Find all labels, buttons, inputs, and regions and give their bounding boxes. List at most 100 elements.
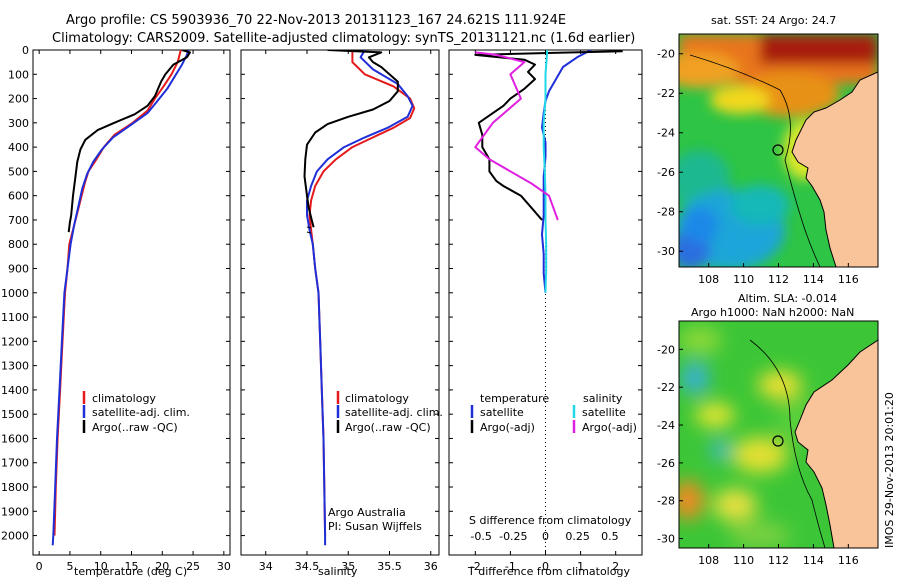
- x-tick-label: 2: [612, 560, 619, 573]
- top-x-tick-label: 0.5: [601, 530, 619, 543]
- x-tick-label: 30: [217, 560, 231, 573]
- depth-axis: 0 100 200 300 400 500 600 700 800 900 1000 1100 1200…: [1, 44, 642, 543]
- temperature-profiles: [51, 50, 191, 546]
- map-lat-label: -30: [657, 245, 675, 258]
- legend-salinity-header: salinity: [583, 392, 623, 405]
- legend-climatology: climatology: [92, 392, 156, 405]
- depth-tick-label: 800: [8, 238, 29, 251]
- depth-tick-label: 1300: [1, 360, 29, 373]
- x-tick-label: 1: [577, 560, 584, 573]
- map-lat-label: -28: [657, 206, 675, 219]
- map-lat-label: -22: [657, 381, 675, 394]
- map-lat-label: -24: [657, 127, 675, 140]
- series-line: [51, 50, 190, 546]
- map-lat-label: -30: [657, 533, 675, 546]
- map-lon-label: 110: [733, 554, 754, 567]
- temperature-legend: climatology satellite-adj. clim. Argo(..…: [82, 391, 190, 434]
- series-line: [67, 50, 191, 233]
- difference-top-label: S difference from climatology: [469, 514, 632, 527]
- legend-argo: Argo(..raw -QC): [92, 421, 178, 434]
- x-tick-label: 25: [186, 560, 200, 573]
- map-lat-label: -22: [657, 87, 675, 100]
- figure-title-line2: Climatology: CARS2009. Satellite-adjuste…: [52, 31, 635, 46]
- map-lon-label: 108: [698, 554, 719, 567]
- depth-tick-label: 1800: [1, 481, 29, 494]
- map-lon-label: 108: [698, 273, 719, 286]
- depth-tick-label: 0: [22, 44, 29, 57]
- map-lon-label: 116: [838, 273, 859, 286]
- salinity-x-label: salinity: [318, 565, 358, 578]
- series-line: [474, 50, 623, 221]
- sst-field: [679, 34, 878, 267]
- x-tick-label: -2: [470, 560, 481, 573]
- depth-tick-label: 600: [8, 190, 29, 203]
- map-lon-label: 110: [733, 273, 754, 286]
- depth-tick-label: 100: [8, 68, 29, 81]
- sst-map: [679, 34, 878, 267]
- x-tick-label: 35: [341, 560, 355, 573]
- legend-temp-satellite: satellite: [480, 406, 524, 419]
- credit-line1: Argo Australia: [328, 506, 406, 519]
- x-tick-label: 34: [259, 560, 273, 573]
- legend-satellite: satellite-adj. clim.: [345, 406, 443, 419]
- top-x-tick-label: -0.5: [470, 530, 491, 543]
- difference-x-axis: -2 -1 0 1 2 -0.5 -0.25 0 0.25 0.5: [470, 50, 619, 573]
- legend-temperature-header: temperature: [480, 392, 549, 405]
- temperature-x-label: temperature (deg C): [74, 565, 187, 578]
- depth-tick-label: 200: [8, 93, 29, 106]
- depth-tick-label: 1900: [1, 505, 29, 518]
- map-lon-label: 112: [768, 273, 789, 286]
- depth-tick-label: 1100: [1, 311, 29, 324]
- map-lat-label: -26: [657, 457, 675, 470]
- sla-map-axes: 108 110 112 114 116 -20 -22 -24 -26 -28 -30: [657, 343, 859, 567]
- map-lon-label: 116: [838, 554, 859, 567]
- depth-tick-label: 1500: [1, 408, 29, 421]
- x-tick-label: 35.5: [377, 560, 402, 573]
- map-lon-label: 114: [803, 273, 824, 286]
- argo-salinity-mark: [306, 231, 312, 234]
- credit-line2: PI: Susan Wijffels: [328, 520, 422, 533]
- top-x-tick-label: 0.25: [565, 530, 590, 543]
- x-tick-label: 0: [36, 560, 43, 573]
- x-tick-label: 20: [155, 560, 169, 573]
- depth-tick-label: 1700: [1, 457, 29, 470]
- land-mass: [794, 339, 878, 548]
- salinity-panel: [240, 49, 440, 556]
- legend-climatology: climatology: [345, 392, 409, 405]
- x-tick-label: -1: [505, 560, 516, 573]
- map-lat-label: -26: [657, 166, 675, 179]
- x-tick-label: 36: [424, 560, 438, 573]
- top-x-tick-label: 0: [542, 530, 549, 543]
- salinity-x-axis: 34 34.5 35 35.5 36: [259, 50, 438, 573]
- legend-sal-argo: Argo(-adj): [582, 421, 637, 434]
- x-tick-label: 15: [125, 560, 139, 573]
- depth-tick-label: 400: [8, 141, 29, 154]
- top-x-tick-label: -0.25: [499, 530, 527, 543]
- difference-legend: temperature salinity satellite Argo(-adj…: [470, 392, 637, 434]
- map-lat-label: -20: [657, 343, 675, 356]
- temperature-panel: [32, 49, 231, 556]
- depth-tick-label: 700: [8, 214, 29, 227]
- depth-tick-label: 1200: [1, 335, 29, 348]
- x-tick-label: 0: [542, 560, 549, 573]
- difference-profiles: [474, 50, 623, 293]
- series-line: [474, 51, 559, 221]
- figure-title-line1: Argo profile: CS 5903936_70 22-Nov-2013 …: [66, 13, 566, 28]
- depth-tick-label: 500: [8, 165, 29, 178]
- float-position-marker: [772, 435, 784, 447]
- x-tick-label: 34.5: [295, 560, 320, 573]
- series-line: [306, 50, 414, 546]
- legend-satellite: satellite-adj. clim.: [92, 406, 190, 419]
- series-line: [542, 50, 549, 293]
- argo-salinity-mark: [306, 226, 312, 229]
- salinity-profiles: [303, 50, 416, 546]
- sla-map-title2: Argo h1000: NaN h2000: NaN: [691, 306, 854, 319]
- float-position-marker: [772, 144, 784, 156]
- legend-temp-argo: Argo(-adj): [480, 421, 535, 434]
- depth-tick-label: 300: [8, 117, 29, 130]
- legend-sal-satellite: satellite: [582, 406, 626, 419]
- map-lat-label: -20: [657, 48, 675, 61]
- map-lat-label: -24: [657, 419, 675, 432]
- difference-x-label: T difference from climatology: [467, 565, 630, 578]
